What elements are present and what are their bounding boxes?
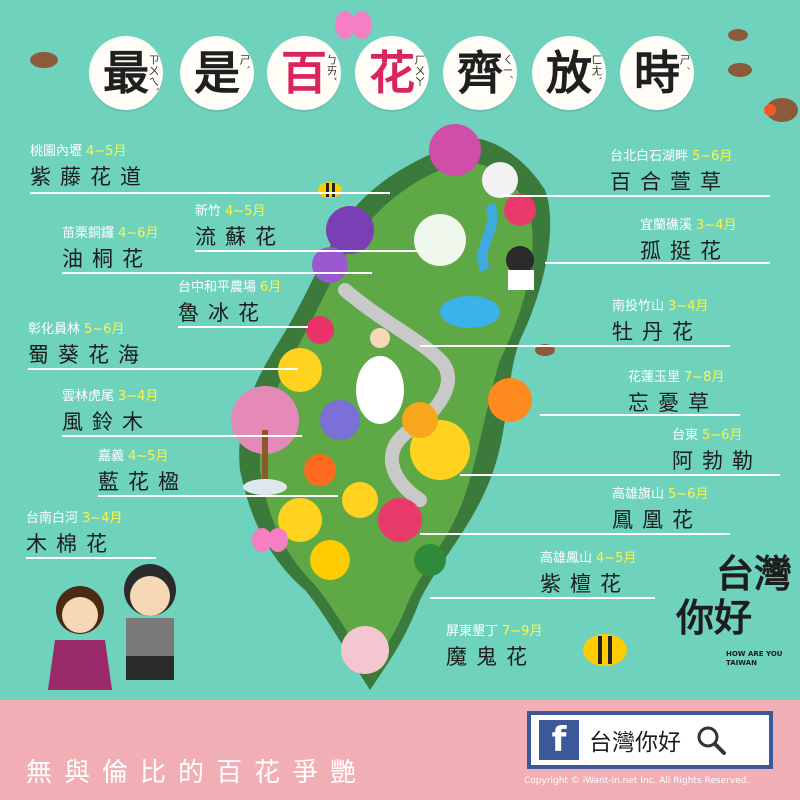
flower-label-fengshan: 高雄鳳山 4~5月 紫檀花 xyxy=(540,551,637,596)
leader-line xyxy=(62,435,302,437)
leader-line xyxy=(430,597,655,599)
title-char-3: 百 ㄅㄞˇ xyxy=(267,36,341,110)
leader-line xyxy=(195,250,425,252)
bird-icon xyxy=(535,344,555,356)
flower-label-miaoli: 苗栗銅鑼 4~6月 油桐花 xyxy=(62,226,159,271)
bird-icon xyxy=(728,29,748,41)
brand-subtitle: HOW ARE YOU TAIWAN xyxy=(726,650,783,667)
bird-icon xyxy=(728,63,752,77)
flower-label-hsinchu: 新竹 4~5月 流蘇花 xyxy=(195,204,285,249)
flower-label-kenting: 屏東墾丁 7~9月 魔鬼花 xyxy=(446,624,543,669)
flower-label-changhua: 彰化員林 5~6月 蜀葵花海 xyxy=(28,322,148,367)
leader-line xyxy=(98,495,338,497)
leader-line xyxy=(420,345,730,347)
bee-icon xyxy=(583,634,627,666)
footer-slogan: 無與倫比的百花爭艷 xyxy=(26,758,369,788)
flower-label-yunlin: 雲林虎尾 3~4月 風鈴木 xyxy=(62,389,159,434)
butterfly-icon xyxy=(252,528,288,552)
search-icon[interactable] xyxy=(695,724,727,756)
leader-line xyxy=(540,414,740,416)
bird-icon xyxy=(764,98,798,122)
leader-line xyxy=(460,474,780,476)
title-char-5: 齊 ㄑㄧˊ xyxy=(443,36,517,110)
leader-line xyxy=(178,326,308,328)
leader-line xyxy=(62,272,372,274)
children-illustration xyxy=(48,564,176,690)
flower-label-tainan: 台南白河 3~4月 木棉花 xyxy=(26,511,123,556)
leader-line xyxy=(26,557,156,559)
bird-icon xyxy=(30,52,58,68)
leader-line xyxy=(28,368,298,370)
leader-line xyxy=(420,533,730,535)
copyright-text: Copyright © iWant-in.net Inc. All Rights… xyxy=(524,776,750,786)
facebook-search-box[interactable]: f 台灣你好 xyxy=(527,711,773,769)
flower-label-nantou: 南投竹山 3~4月 牡丹花 xyxy=(612,299,709,344)
flower-label-taoyuan: 桃園內壢 4~5月 紫藤花道 xyxy=(30,144,150,189)
leader-line xyxy=(30,192,390,194)
title-char-2: 是 ㄕˋ xyxy=(180,36,254,110)
title-char-4: 花 ㄏㄨㄚ xyxy=(355,36,429,110)
brand-logo: 台灣 你好 xyxy=(676,552,793,640)
flower-label-taitung: 台東 5~6月 阿勃勒 xyxy=(672,428,762,473)
flower-label-hualien: 花蓮玉里 7~8月 忘憂草 xyxy=(628,370,725,415)
facebook-icon: f xyxy=(539,720,579,760)
title-char-6: 放 ㄈㄤˋ xyxy=(532,36,606,110)
bee-icon xyxy=(318,182,342,198)
title-char-7: 時 ㄕˊ xyxy=(620,36,694,110)
butterfly-icon xyxy=(335,11,372,39)
leader-line xyxy=(545,262,770,264)
flower-label-yilan: 宜蘭礁溪 3~4月 孤挺花 xyxy=(640,218,737,263)
flower-label-taichung: 台中和平農場 6月 魯冰花 xyxy=(178,280,282,325)
flower-label-chiayi: 嘉義 4~5月 藍花楹 xyxy=(98,449,188,494)
facebook-page-label: 台灣你好 xyxy=(589,730,681,756)
flower-label-taipei: 台北白石湖畔 5~6月 百合萱草 xyxy=(610,149,733,194)
flower-label-qishan: 高雄旗山 5~6月 鳳凰花 xyxy=(612,487,709,532)
leader-line xyxy=(500,195,770,197)
flower-clusters xyxy=(278,162,536,674)
title-char-1: 最 ㄗㄨㄟˋ xyxy=(89,36,163,110)
